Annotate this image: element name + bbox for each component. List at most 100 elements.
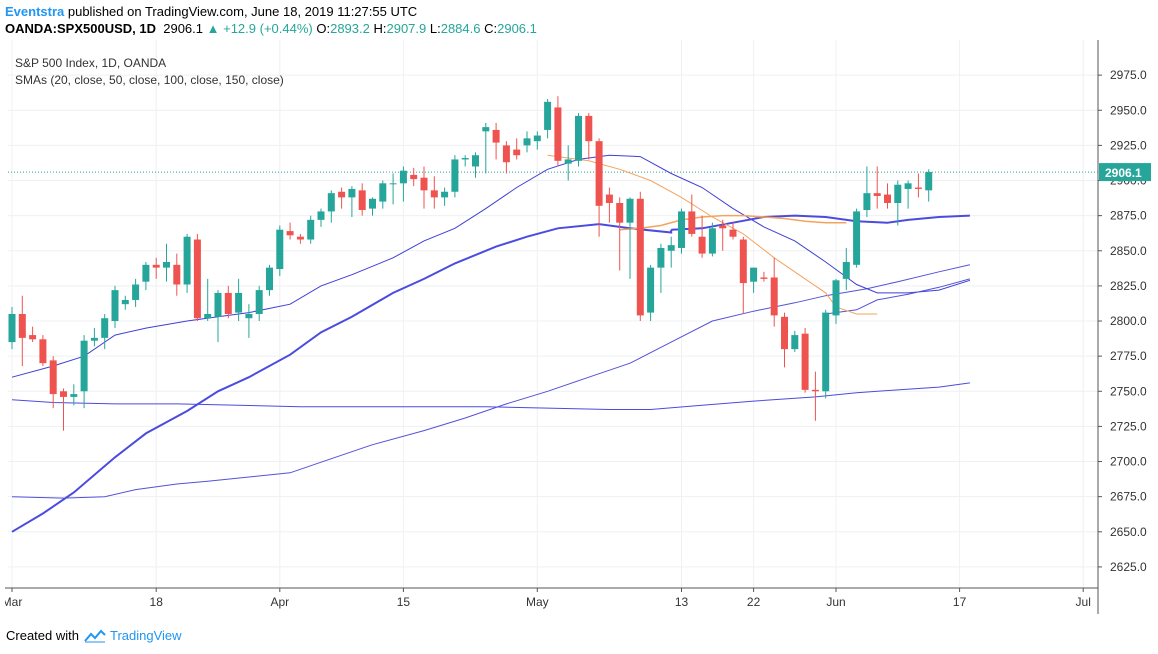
candle-body — [348, 188, 356, 198]
x-tick-label: 18 — [150, 595, 164, 609]
candle-body — [894, 184, 902, 203]
low-value: 2884.6 — [440, 21, 481, 36]
candle-body — [358, 190, 366, 211]
candle-body — [276, 229, 284, 270]
x-tick-label: 15 — [397, 595, 411, 609]
candlestick-chart[interactable]: 2625.0 2650.0 2675.0 2700.0 2725.0 2750.0 2775… — [5, 40, 1153, 614]
y-tick-label: 2850.0 — [1110, 244, 1147, 258]
candle-body — [688, 211, 696, 234]
candle-body — [760, 277, 768, 279]
candle-body — [39, 339, 47, 364]
last-price: 2906.1 — [163, 21, 203, 36]
sma-orange2-line — [619, 214, 847, 231]
candle-body — [60, 391, 67, 397]
candle-body — [307, 219, 315, 240]
candle-body — [235, 292, 243, 313]
candle-body — [575, 115, 582, 161]
candle-body — [647, 267, 655, 313]
sma150-line — [11, 264, 971, 499]
open-value: 2893.2 — [330, 21, 370, 36]
candle-body — [719, 225, 727, 229]
candle-body — [132, 284, 140, 300]
candle-body — [472, 155, 479, 167]
last-price-tag — [1099, 163, 1151, 182]
high-label: H: — [373, 21, 387, 36]
candle-body — [152, 264, 160, 268]
candle-body — [873, 193, 881, 196]
x-tick-label: 13 — [675, 595, 689, 609]
candle-body — [585, 115, 593, 142]
close-label: C: — [484, 21, 498, 36]
candle-body — [255, 290, 263, 314]
y-tick-label: 2700.0 — [1110, 455, 1147, 469]
candle-body — [544, 101, 552, 130]
candle-body — [286, 231, 294, 236]
legend-indicators[interactable]: SMAs (20, close, 50, close, 100, close, … — [15, 73, 284, 87]
candle-body — [224, 292, 232, 314]
y-tick-label: 2825.0 — [1110, 279, 1147, 293]
candle-body — [369, 198, 376, 209]
candle-body — [338, 191, 346, 198]
y-tick-label: 2875.0 — [1110, 209, 1147, 223]
candle-body — [605, 194, 613, 203]
y-tick-label: 2775.0 — [1110, 349, 1147, 363]
x-tick-label: Jul — [1076, 595, 1091, 609]
candle-body — [461, 158, 469, 160]
candle-body — [245, 314, 253, 319]
author-link[interactable]: Eventstra — [5, 4, 65, 19]
candle-body — [49, 360, 57, 395]
candle-body — [101, 318, 109, 338]
sma20-line — [11, 154, 971, 378]
candle-body — [482, 127, 490, 132]
candle-body — [70, 394, 78, 397]
candle-body — [399, 170, 407, 184]
candle-body — [925, 172, 933, 191]
publish-info: Eventstra published on TradingView.com, … — [5, 4, 417, 19]
candle-body — [595, 141, 603, 206]
candle-body — [80, 340, 88, 392]
candle-body — [884, 194, 891, 203]
candle-body — [142, 264, 150, 282]
chart-area[interactable]: 2625.0 2650.0 2675.0 2700.0 2725.0 2750.0 2775… — [5, 40, 1153, 614]
candle-body — [90, 337, 98, 341]
candle-body — [8, 314, 16, 343]
candle-body — [770, 277, 778, 316]
candle-body — [214, 292, 222, 317]
y-tick-label: 2925.0 — [1110, 138, 1147, 152]
y-tick-label: 2650.0 — [1110, 525, 1147, 539]
candle-body — [111, 290, 119, 322]
candle-body — [492, 129, 500, 143]
candle-body — [564, 159, 572, 164]
candle-body — [667, 245, 675, 251]
candle-body — [121, 299, 129, 305]
candle-body — [266, 267, 273, 291]
candle-body — [379, 183, 387, 202]
candle-body — [781, 316, 788, 350]
candle-body — [636, 198, 644, 316]
candle-body — [698, 236, 706, 254]
y-tick-label: 2625.0 — [1110, 560, 1147, 574]
x-tick-label: 22 — [747, 595, 761, 609]
tradingview-logo-icon — [84, 629, 106, 642]
last-price-tag-label: 2906.1 — [1105, 166, 1142, 180]
x-tick-label: 17 — [953, 595, 967, 609]
y-tick-label: 2975.0 — [1110, 68, 1147, 82]
candle-body — [791, 335, 799, 350]
high-value: 2907.9 — [386, 21, 427, 36]
published-text: published on TradingView.com, June 18, 2… — [64, 4, 418, 19]
candle-body — [533, 135, 541, 142]
candle-body — [904, 183, 912, 189]
sma-lower-line — [825, 278, 971, 315]
footer: Created with TradingView — [6, 628, 182, 643]
symbol-name: OANDA:SPX500USD, 1D — [5, 21, 156, 36]
candle-body — [842, 262, 850, 279]
candle-body — [163, 262, 170, 268]
candle-body — [513, 149, 521, 156]
candle-body — [554, 107, 562, 161]
candle-body — [801, 333, 809, 390]
candle-body — [626, 198, 634, 223]
tradingview-brand[interactable]: TradingView — [109, 628, 182, 643]
symbol-info: OANDA:SPX500USD, 1D 2906.1 ▲ +12.9 (+0.4… — [5, 21, 537, 36]
candle-body — [173, 264, 181, 285]
legend-title: S&P 500 Index, 1D, OANDA — [15, 56, 167, 70]
